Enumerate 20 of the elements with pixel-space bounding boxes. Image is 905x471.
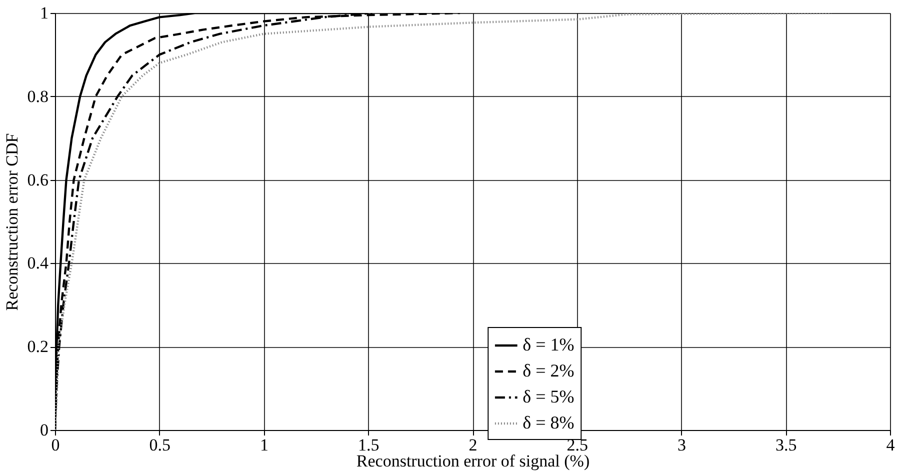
legend-label: δ = 2% [522, 360, 574, 380]
x-axis-title: Reconstruction error of signal (%) [356, 452, 590, 470]
x-tick-label: 3.5 [776, 436, 797, 454]
x-tick-label: 2.5 [566, 436, 588, 454]
x-tick-label: 0.5 [149, 436, 170, 454]
y-tick-label: 0.6 [27, 170, 48, 190]
y-tick-label: 0 [40, 420, 48, 440]
x-tick-label: 1.5 [358, 436, 380, 454]
x-tick-label: 3 [678, 436, 686, 454]
legend-label: δ = 8% [522, 412, 574, 432]
x-tick-label: 4 [886, 436, 896, 454]
y-axis-title: Reconstruction error CDF [2, 133, 22, 311]
y-tick-label: 0.8 [27, 86, 48, 106]
x-tick-label: 2 [468, 436, 478, 454]
y-tick-label: 1 [40, 4, 48, 22]
legend-label: δ = 1% [522, 334, 574, 354]
y-tick-label: 0.4 [27, 254, 49, 273]
y-tick-label: 0.2 [27, 337, 48, 356]
x-tick-label: 1 [260, 436, 268, 454]
legend-label: δ = 5% [522, 386, 574, 406]
